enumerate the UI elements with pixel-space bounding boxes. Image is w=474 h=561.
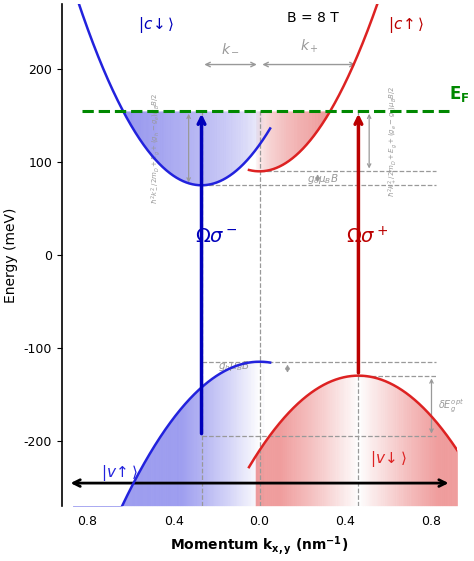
Text: $|v\!\downarrow\rangle$: $|v\!\downarrow\rangle$ <box>370 449 407 469</box>
Text: $\delta E_g^{opt}$: $\delta E_g^{opt}$ <box>438 397 464 415</box>
Text: $\Omega\sigma^-$: $\Omega\sigma^-$ <box>195 227 238 246</box>
Text: $\hbar^2k_+^2/2m_D+E_g+(g_e-g_h)\mu_BB/2$: $\hbar^2k_+^2/2m_D+E_g+(g_e-g_h)\mu_BB/2… <box>386 85 400 197</box>
Text: $|c\!\uparrow\rangle$: $|c\!\uparrow\rangle$ <box>388 15 424 35</box>
Text: $g_h\mu_B B$: $g_h\mu_B B$ <box>218 360 250 374</box>
Text: $|c\!\downarrow\rangle$: $|c\!\downarrow\rangle$ <box>138 15 174 35</box>
Text: $\mathbf{E_F}$: $\mathbf{E_F}$ <box>449 84 469 104</box>
Text: $|v\!\uparrow\rangle$: $|v\!\uparrow\rangle$ <box>101 463 138 483</box>
Text: $k_+$: $k_+$ <box>300 38 319 55</box>
X-axis label: $\mathbf{Momentum\ k_{x,y}\ (nm^{-1})}$: $\mathbf{Momentum\ k_{x,y}\ (nm^{-1})}$ <box>171 534 349 557</box>
Text: $k_-$: $k_-$ <box>221 42 240 55</box>
Text: B = 8 T: B = 8 T <box>287 11 339 25</box>
Text: $\hbar^2k_-^2/2m_D+E_g+(g_h-g_e)\mu_BB/2$: $\hbar^2k_-^2/2m_D+E_g+(g_h-g_e)\mu_BB/2… <box>149 93 163 204</box>
Y-axis label: Energy (meV): Energy (meV) <box>4 207 18 302</box>
Text: $\Omega\sigma^+$: $\Omega\sigma^+$ <box>346 226 388 247</box>
Text: $g_e\mu_B B$: $g_e\mu_B B$ <box>307 172 338 186</box>
